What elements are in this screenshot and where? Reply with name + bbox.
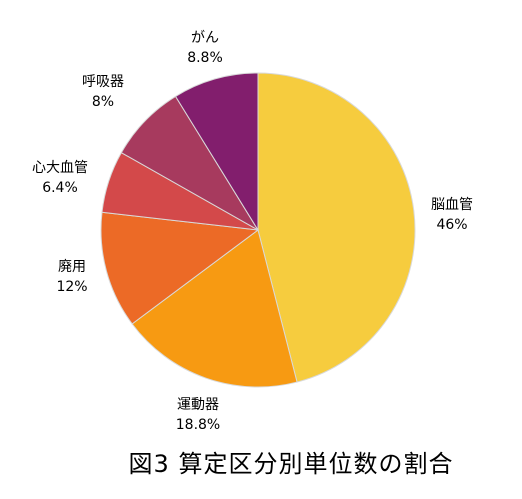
slice-name-label: 心大血管	[32, 160, 88, 176]
pie-slice	[100, 211, 260, 325]
pie-slices	[100, 72, 416, 388]
slice-value-label: 8%	[92, 94, 114, 110]
slice-value-label: 18.8%	[176, 417, 220, 433]
slice-name-label: 廃用	[58, 258, 86, 275]
slice-value-label: 46%	[436, 217, 467, 233]
figure-caption: 図3 算定区分別単位数の割合	[128, 450, 454, 478]
pie-slice	[257, 72, 416, 383]
pie-slice	[131, 229, 298, 388]
slice-labels: 脳血管 46% 運動器 18.8% 廃用 12% 心大血管 6.4% 呼吸器 8% がん 8.8%	[32, 30, 473, 433]
pie-chart: 脳血管 46% 運動器 18.8% 廃用 12% 心大血管 6.4% 呼吸器 8% がん 8.8%	[32, 30, 473, 433]
slice-value-label: 8.8%	[187, 50, 223, 66]
slice-value-label: 12%	[56, 279, 87, 295]
slice-name-label: がん	[191, 30, 219, 46]
pie-slice	[174, 72, 259, 232]
slice-name-label: 脳血管	[431, 197, 473, 213]
slice-value-label: 6.4%	[42, 180, 78, 196]
slice-name-label: 呼吸器	[82, 74, 124, 90]
slice-name-label: 運動器	[177, 397, 219, 413]
